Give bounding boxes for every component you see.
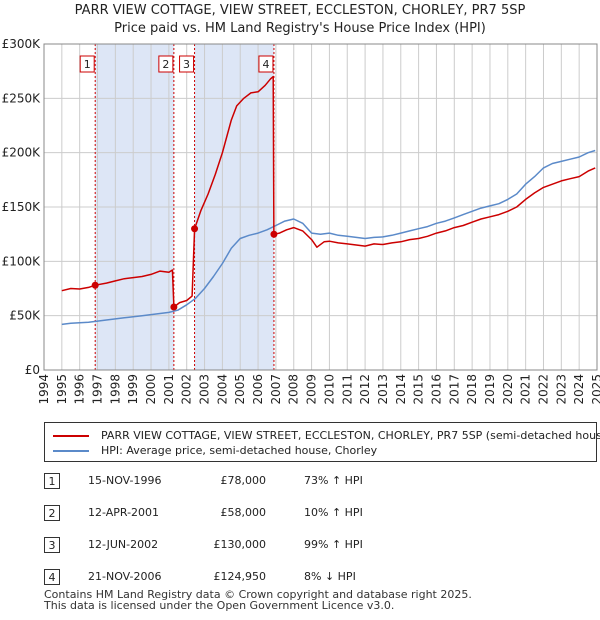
sale-date: 21-NOV-2006 xyxy=(88,570,162,583)
y-tick-label: £150K xyxy=(2,200,42,214)
sale-marker-labels: 1 2 3 4 xyxy=(79,55,274,73)
y-tick-label: £200K xyxy=(2,146,42,160)
sale-date: 12-APR-2001 xyxy=(88,506,160,519)
x-tick-label: 2002 xyxy=(180,374,194,405)
sale-marker-box xyxy=(158,55,174,73)
x-tick-label: 2001 xyxy=(162,374,176,405)
x-tick-label: 2010 xyxy=(322,374,336,405)
legend-item-hpi: HPI: Average price, semi-detached house,… xyxy=(53,443,377,459)
legend: PARR VIEW COTTAGE, VIEW STREET, ECCLESTO… xyxy=(44,422,600,462)
footer-line-1: Contains HM Land Registry data © Crown c… xyxy=(44,588,472,601)
sale-marker-box xyxy=(179,55,195,73)
sale-price: £124,950 xyxy=(213,570,267,583)
x-tick-label: 2017 xyxy=(447,374,461,405)
x-tick-label: 1994 xyxy=(37,374,51,405)
x-tick-label: 2011 xyxy=(340,374,354,405)
x-axis-ticks: 1994 1995 1996 1997 1998 1999 2000 2001 2002 2003… xyxy=(37,374,600,405)
sale-marker-label: 2 xyxy=(162,58,169,71)
grid-lines xyxy=(43,43,598,371)
sale-points xyxy=(91,225,278,311)
x-tick-label: 2020 xyxy=(501,374,515,405)
x-tick-label: 2016 xyxy=(429,374,443,405)
sale-row: 2 12-APR-2001 £58,000 10% ↑ HPI xyxy=(44,505,444,525)
sale-number-badge: 2 xyxy=(44,505,60,521)
sale-date: 12-JUN-2002 xyxy=(88,538,159,551)
x-tick-label: 2024 xyxy=(572,374,586,405)
x-tick-label: 1999 xyxy=(126,374,140,405)
legend-swatch-hpi xyxy=(53,450,89,452)
sale-row: 3 12-JUN-2002 £130,000 99% ↑ HPI xyxy=(44,537,444,557)
x-tick-label: 2006 xyxy=(251,374,265,405)
legend-label-hpi: HPI: Average price, semi-detached house,… xyxy=(101,444,378,457)
sale-marker-box xyxy=(258,55,274,73)
sale-marker-label: 3 xyxy=(183,58,190,71)
series-line-property xyxy=(61,75,596,308)
sale-date: 15-NOV-1996 xyxy=(88,474,162,487)
legend-label-property: PARR VIEW COTTAGE, VIEW STREET, ECCLESTO… xyxy=(101,429,600,442)
x-tick-label: 2019 xyxy=(483,374,497,405)
y-tick-label: £250K xyxy=(2,91,42,105)
title-line-1: PARR VIEW COTTAGE, VIEW STREET, ECCLESTO… xyxy=(74,3,526,18)
x-tick-label: 2015 xyxy=(412,374,426,405)
footer: Contains HM Land Registry data © Crown c… xyxy=(44,589,472,611)
x-tick-label: 2007 xyxy=(269,374,283,405)
x-tick-label: 2014 xyxy=(394,374,408,405)
sale-point xyxy=(91,281,99,289)
sale-hpi-change: 73% ↑ HPI xyxy=(304,474,363,487)
x-tick-label: 2022 xyxy=(536,374,550,405)
price-chart: 1 2 3 4 £0 £50K £100K £150K £200K £250K £300K 199… xyxy=(2,37,600,405)
sale-price: £130,000 xyxy=(213,538,267,551)
legend-swatch-property xyxy=(53,435,89,437)
x-tick-label: 2013 xyxy=(376,374,390,405)
sale-hpi-change: 99% ↑ HPI xyxy=(304,538,363,551)
x-tick-label: 2012 xyxy=(358,374,372,405)
title-line-2: Price paid vs. HM Land Registry's House … xyxy=(114,21,486,36)
sale-marker-label: 1 xyxy=(84,58,91,71)
footer-line-2: This data is licensed under the Open Gov… xyxy=(44,599,395,612)
x-tick-label: 1996 xyxy=(73,374,87,405)
x-tick-label: 2003 xyxy=(198,374,212,405)
x-tick-label: 2004 xyxy=(215,374,229,405)
sale-number-badge: 1 xyxy=(44,473,60,489)
sale-point xyxy=(191,225,199,233)
y-tick-label: £50K xyxy=(9,309,41,323)
sale-number-badge: 3 xyxy=(44,537,60,553)
sale-hpi-change: 10% ↑ HPI xyxy=(304,506,363,519)
legend-item-property: PARR VIEW COTTAGE, VIEW STREET, ECCLESTO… xyxy=(53,428,600,444)
y-tick-label: £300K xyxy=(2,37,42,51)
sale-row: 1 15-NOV-1996 £78,000 73% ↑ HPI xyxy=(44,473,444,493)
x-tick-label: 2009 xyxy=(305,374,319,405)
y-tick-label: £0 xyxy=(25,363,40,377)
x-tick-label: 1998 xyxy=(108,374,122,405)
sale-point xyxy=(170,303,178,311)
sale-marker-label: 4 xyxy=(262,58,269,71)
x-tick-label: 2025 xyxy=(590,374,600,405)
series-line-hpi xyxy=(61,149,596,326)
sale-price: £58,000 xyxy=(220,506,267,519)
sale-number-badge: 4 xyxy=(44,569,60,585)
x-tick-label: 1997 xyxy=(91,374,105,405)
y-axis-ticks: £0 £50K £100K £150K £200K £250K £300K xyxy=(2,37,42,377)
x-tick-label: 2021 xyxy=(519,374,533,405)
x-tick-label: 2018 xyxy=(465,374,479,405)
sale-hpi-change: 8% ↓ HPI xyxy=(304,570,356,583)
x-tick-label: 2023 xyxy=(554,374,568,405)
sale-row: 4 21-NOV-2006 £124,950 8% ↓ HPI xyxy=(44,569,444,589)
x-tick-label: 2005 xyxy=(233,374,247,405)
x-tick-label: 2000 xyxy=(144,374,158,405)
sale-marker-box xyxy=(79,55,95,73)
chart-title: PARR VIEW COTTAGE, VIEW STREET, ECCLESTO… xyxy=(0,2,600,38)
x-tick-label: 1995 xyxy=(55,374,69,405)
plot-frame xyxy=(43,43,598,371)
x-tick-label: 2008 xyxy=(287,374,301,405)
y-tick-label: £100K xyxy=(2,254,42,268)
series-lines xyxy=(61,75,596,326)
sale-point xyxy=(270,230,278,238)
sale-price: £78,000 xyxy=(220,474,267,487)
